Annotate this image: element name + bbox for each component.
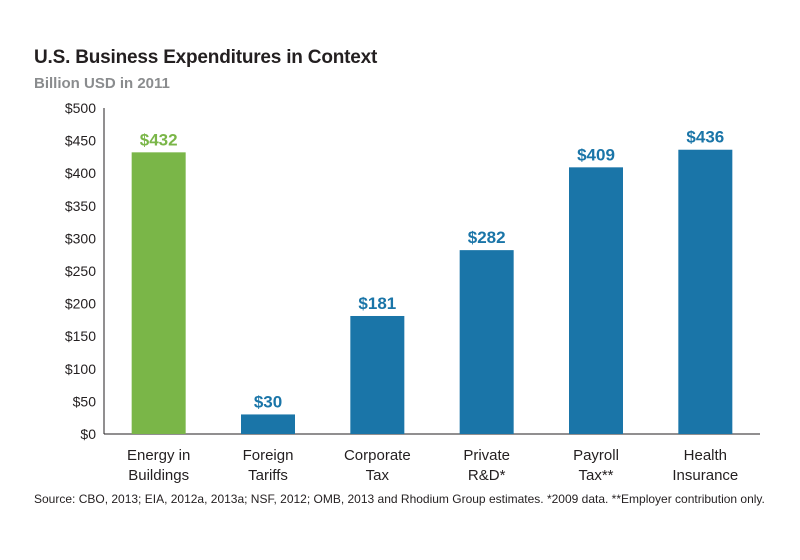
x-tick-label: Corporate Tax xyxy=(344,447,411,484)
data-label: $436 xyxy=(686,128,724,147)
data-label: $30 xyxy=(254,392,282,411)
bar xyxy=(131,152,186,434)
y-tick-label: $250 xyxy=(65,263,96,279)
data-label: $432 xyxy=(140,130,178,149)
y-tick-label: $450 xyxy=(65,133,96,149)
bar xyxy=(459,250,514,434)
data-label: $409 xyxy=(577,145,615,164)
chart-title: U.S. Business Expenditures in Context xyxy=(34,47,378,68)
data-label: $181 xyxy=(358,294,396,313)
x-tick-label: Energy in Buildings xyxy=(127,447,190,484)
y-tick-labels: $0 $50 $100 $150 $200 $250 $300 $350 $400 $450 $50… xyxy=(65,100,96,442)
bar xyxy=(678,149,733,434)
source-note: Source: CBO, 2013; EIA, 2012a, 2013a; NS… xyxy=(34,492,765,506)
x-tick-labels: Energy in Buildings Foreign Tariffs Corporat… xyxy=(127,447,738,484)
y-tick-label: $300 xyxy=(65,230,96,246)
x-tick-label: Foreign Tariffs xyxy=(243,447,294,484)
data-labels: $432 $30 $181 $282 $409 $436 xyxy=(140,128,724,412)
bar xyxy=(241,414,295,434)
y-tick-label: $400 xyxy=(65,165,96,181)
x-tick-label: Health Insurance xyxy=(672,447,738,484)
y-tick-label: $150 xyxy=(65,328,96,344)
y-tick-label: $50 xyxy=(73,393,97,409)
bar xyxy=(350,315,405,434)
data-label: $282 xyxy=(468,228,506,247)
bars xyxy=(131,149,733,434)
y-tick-label: $0 xyxy=(80,426,96,442)
x-tick-label: Payroll Tax** xyxy=(573,447,619,484)
y-tick-label: $200 xyxy=(65,296,96,312)
y-tick-label: $500 xyxy=(65,100,96,116)
chart-subtitle: Billion USD in 2011 xyxy=(34,75,170,92)
y-tick-label: $350 xyxy=(65,198,96,214)
x-tick-label: Private R&D* xyxy=(463,447,510,484)
bar xyxy=(569,167,623,434)
y-tick-label: $100 xyxy=(65,361,96,377)
